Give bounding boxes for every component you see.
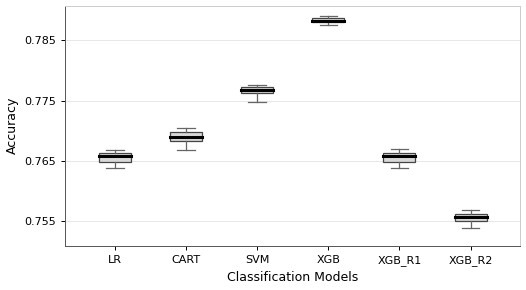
Bar (241, 87, 273, 93)
Bar (454, 213, 487, 221)
Bar (170, 132, 202, 142)
Bar (312, 18, 345, 22)
Bar (99, 153, 131, 162)
X-axis label: Classification Models: Classification Models (227, 271, 358, 284)
Bar (383, 153, 416, 162)
Y-axis label: Accuracy: Accuracy (6, 97, 18, 155)
